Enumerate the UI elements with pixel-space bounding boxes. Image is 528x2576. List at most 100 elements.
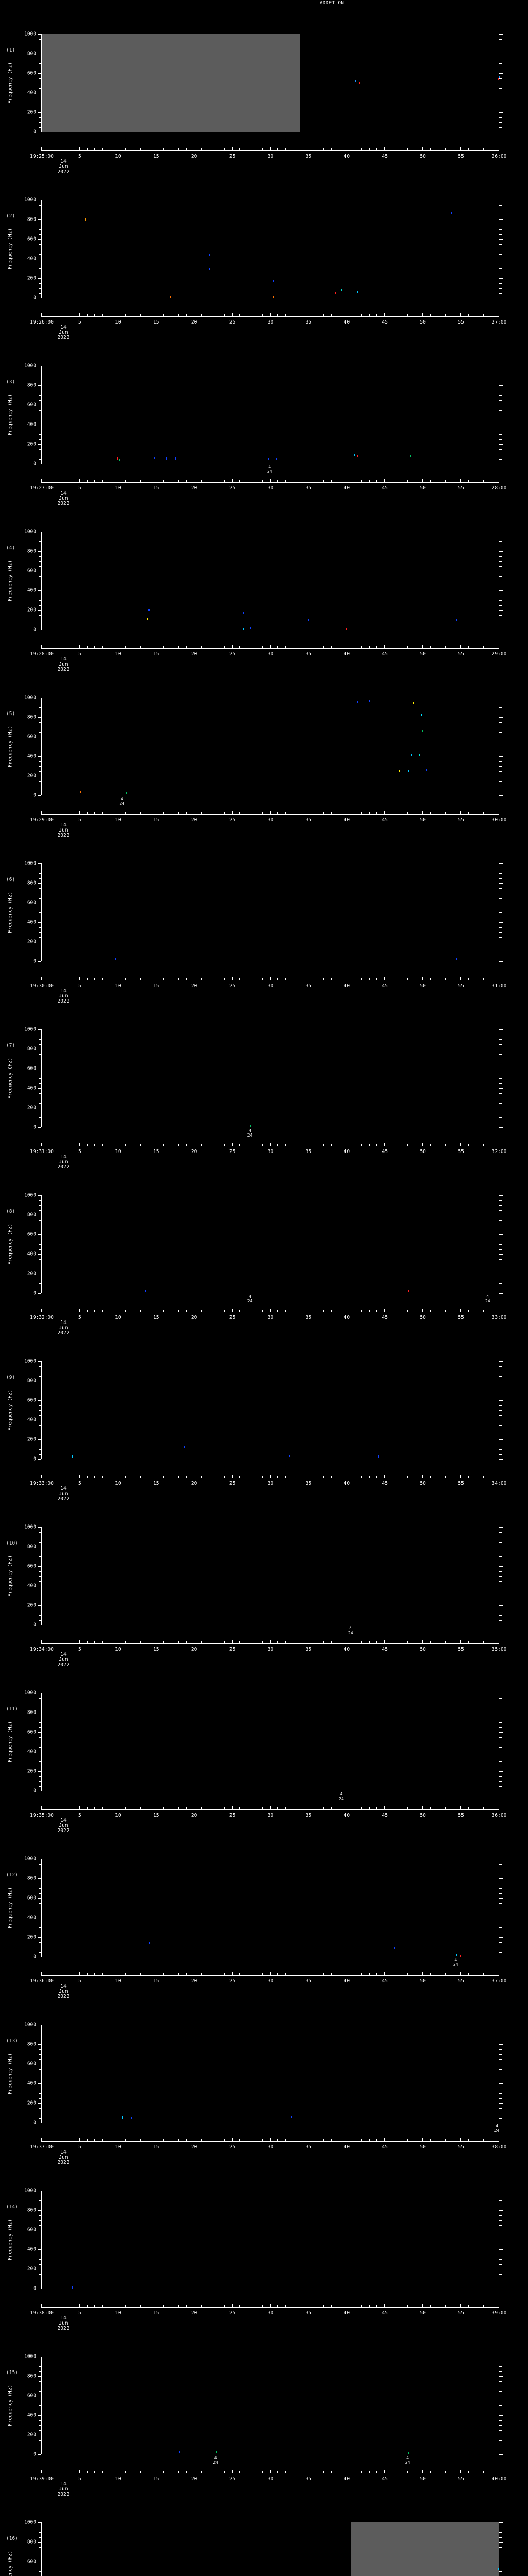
y-axis-tick [499,1776,502,1777]
x-tick-label: 5 [78,651,81,657]
y-axis-tick [499,293,502,294]
plot-area[interactable] [42,1195,499,1293]
y-axis-tick [499,410,502,411]
x-axis-tick [41,1806,42,1809]
y-tick-label: 200 [27,2266,36,2272]
y-axis-spine [38,532,42,630]
x-axis-date-label: 14 Jun 2022 [53,1320,74,1336]
y-tick-label: 800 [27,2539,36,2545]
y-tick-label: 0 [33,2451,36,2458]
plot-area[interactable] [42,2025,499,2123]
x-tick-label: 45 [382,1812,388,1818]
y-axis-tick [38,1878,41,1879]
annotation-line-2: 24 [119,801,125,806]
plot-area[interactable] [42,2522,500,2576]
x-axis-tick [178,646,179,648]
x-tick-label: 19:27:00 [30,485,54,491]
x-axis-tick [224,480,225,482]
x-axis-tick [247,2471,248,2473]
y-tick-labels: 0 200 400 600 800 1000 [0,695,39,799]
plot-area[interactable] [42,34,500,132]
y-axis-spine [38,1527,42,1625]
x-axis-tick [232,1806,233,1809]
y-axis-tick [39,2537,41,2538]
y-axis-tick [39,600,41,601]
plot-area[interactable] [42,698,499,795]
x-axis-tick [285,812,286,814]
y-axis-tick [39,873,41,874]
plot-area[interactable] [42,2191,499,2289]
detection-point [426,769,427,771]
y-axis-tick [499,610,503,611]
x-tick-label: 35 [305,1647,312,1652]
y-axis-tick [38,2044,41,2045]
plot-area[interactable] [42,532,499,631]
x-tick-label: 20 [191,319,197,325]
x-axis-tick [323,1476,324,1478]
x-tick-label: 40 [343,817,350,823]
spectrogram-panel: (14) Frequency (Hz) 0 200 400 600 800 1000 19:38… [0,2188,528,2357]
plot-area[interactable] [42,1693,499,1791]
y-axis-tick [499,1878,503,1879]
y-tick-label: 800 [27,1378,36,1384]
panel-annotation: 4 24 [267,465,272,474]
x-axis-tick [247,480,248,482]
plot-area[interactable] [42,863,499,961]
y-axis-tick [39,2425,41,2426]
x-axis-tick [102,1310,103,1312]
x-axis-tick [102,2305,103,2307]
x-axis-tick [331,2139,332,2141]
y-tick-labels: 0 200 400 600 800 1000 [0,1193,39,1296]
x-axis-tick [331,314,332,316]
y-axis-tick [499,278,503,279]
x-tick-label: 20 [191,1978,197,1984]
x-axis-tick [178,978,179,980]
y-axis-tick [39,1698,41,1699]
y-axis-tick [39,2259,41,2260]
annotation-line-2: 24 [247,1133,253,1138]
detection-point [208,268,210,270]
x-axis-tick [247,1641,248,1643]
x-axis-tick [422,2304,423,2307]
x-tick-label: 30 [267,1647,274,1652]
x-axis-tick [94,2139,95,2141]
x-axis-tick [247,1476,248,1478]
x-axis-tick [140,1641,141,1643]
plot-area[interactable] [42,2357,499,2454]
y-axis-spine [38,1693,42,1791]
date-line: 14 [60,2481,67,2487]
x-axis-tick [285,148,286,150]
y-tick-label: 0 [33,295,36,301]
x-tick-label: 50 [420,2310,426,2316]
y-axis-tick [39,1722,41,1723]
x-axis-tick [323,978,324,980]
x-axis-tick [323,2305,324,2307]
plot-area[interactable] [42,1859,499,1957]
y-axis-tick [39,2264,41,2265]
x-axis-tick [41,479,42,482]
x-axis-tick [178,1310,179,1312]
y-tick-label: 200 [27,2432,36,2438]
y-axis-tick [499,1376,502,1377]
x-axis-tick [232,1143,233,1146]
date-line: 14 [60,325,67,330]
plot-area[interactable] [42,1361,499,1459]
plot-area[interactable] [42,366,499,464]
date-line: Jun [59,164,68,170]
x-axis-tick [460,2304,461,2307]
y-axis-tick [39,766,41,767]
y-tick-label: 0 [33,461,36,467]
x-tick-label: 45 [382,1481,388,1486]
y-tick-label: 1000 [24,363,36,369]
plot-area[interactable] [42,1527,499,1625]
x-axis-tick [102,1476,103,1478]
x-axis-tick [460,1972,461,1975]
x-axis-tick [163,314,164,316]
panel-index-label: (11) [6,1706,18,1712]
x-tick-label: 50 [420,1812,426,1818]
plot-area[interactable] [42,200,499,298]
x-axis-tick [239,1973,240,1975]
x-axis-tick [323,1144,324,1146]
plot-area[interactable] [42,1029,499,1127]
